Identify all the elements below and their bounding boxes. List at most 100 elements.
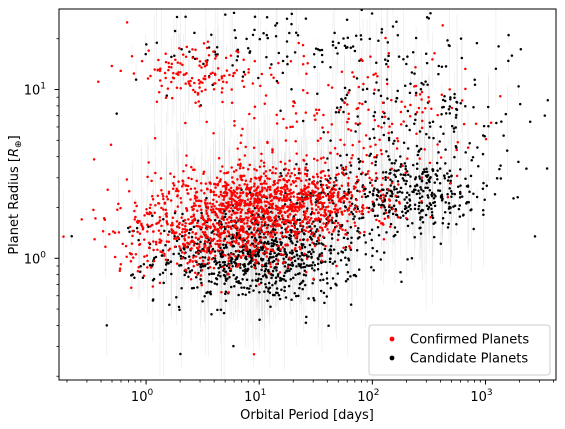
data-point: [156, 248, 159, 252]
data-point: [221, 194, 224, 198]
data-point: [184, 164, 188, 167]
data-point: [242, 58, 245, 61]
data-point: [141, 226, 145, 230]
data-point: [209, 182, 212, 186]
data-point: [188, 50, 191, 53]
data-point: [219, 178, 222, 181]
data-point: [279, 231, 283, 235]
data-point: [414, 113, 417, 116]
data-point: [204, 236, 208, 240]
data-point: [425, 181, 428, 185]
data-point: [196, 251, 199, 255]
data-point: [269, 265, 273, 268]
data-point: [375, 61, 378, 65]
data-point: [257, 227, 260, 231]
data-point: [275, 79, 279, 83]
data-point: [436, 169, 439, 172]
data-point: [286, 214, 290, 218]
data-point: [362, 82, 365, 86]
data-point: [349, 226, 353, 229]
data-point: [94, 217, 97, 220]
data-point: [233, 28, 236, 32]
data-point: [231, 198, 235, 201]
data-point: [271, 235, 275, 239]
data-point: [285, 270, 289, 273]
data-point: [362, 207, 365, 210]
data-point: [147, 225, 150, 229]
data-point: [333, 210, 337, 214]
data-point: [390, 167, 394, 171]
data-point: [270, 205, 274, 208]
data-point: [301, 43, 305, 47]
data-point: [289, 188, 292, 192]
data-point: [458, 196, 462, 199]
data-point: [237, 231, 241, 234]
data-point: [249, 177, 253, 181]
data-point: [283, 199, 287, 203]
data-point: [499, 94, 502, 98]
data-point: [398, 202, 401, 205]
y-axis-title: Planet Radius [R⊕]: [7, 135, 24, 254]
data-point: [415, 132, 418, 135]
data-point: [229, 186, 233, 190]
data-point: [238, 202, 241, 206]
data-point: [277, 294, 281, 297]
data-point: [275, 287, 279, 290]
data-point: [219, 211, 223, 214]
data-point: [300, 192, 303, 195]
data-point: [207, 238, 211, 242]
data-point: [207, 217, 211, 220]
data-point: [204, 59, 208, 63]
data-point: [372, 73, 375, 77]
data-point: [207, 76, 211, 79]
data-point: [346, 184, 350, 187]
data-point: [213, 226, 217, 229]
data-point: [384, 176, 387, 179]
data-point: [235, 276, 239, 279]
data-point: [363, 230, 366, 234]
data-point: [202, 262, 205, 265]
data-point: [422, 168, 426, 171]
data-point: [287, 197, 291, 200]
data-point: [253, 221, 257, 224]
data-point: [241, 175, 244, 178]
data-point: [383, 115, 387, 118]
data-point: [250, 235, 254, 239]
data-point: [257, 254, 261, 258]
data-point: [421, 111, 424, 114]
data-point: [282, 261, 286, 264]
data-point: [358, 122, 362, 125]
data-point: [406, 201, 409, 205]
data-point: [216, 182, 220, 186]
data-point: [245, 37, 248, 41]
data-point: [209, 190, 213, 194]
data-point: [326, 219, 330, 222]
data-point: [234, 236, 237, 239]
data-point: [238, 217, 242, 221]
data-point: [215, 277, 219, 281]
data-point: [281, 205, 284, 209]
data-point: [460, 56, 464, 60]
data-point: [232, 170, 236, 173]
data-point: [336, 221, 340, 225]
data-point: [222, 239, 226, 242]
data-point: [213, 232, 216, 236]
data-point: [268, 177, 271, 181]
data-point: [204, 263, 207, 267]
data-point: [235, 192, 239, 195]
data-point: [230, 101, 234, 104]
data-point: [252, 352, 256, 356]
data-point: [229, 285, 233, 289]
data-point: [217, 229, 220, 232]
data-point: [309, 229, 312, 232]
data-point: [279, 248, 282, 251]
data-point: [364, 195, 368, 199]
data-point: [313, 65, 316, 69]
data-point: [387, 138, 391, 142]
data-point: [335, 214, 338, 218]
data-point: [235, 69, 239, 72]
data-point: [429, 215, 432, 219]
data-point: [316, 92, 319, 96]
data-point: [196, 273, 199, 276]
data-point: [312, 250, 315, 254]
